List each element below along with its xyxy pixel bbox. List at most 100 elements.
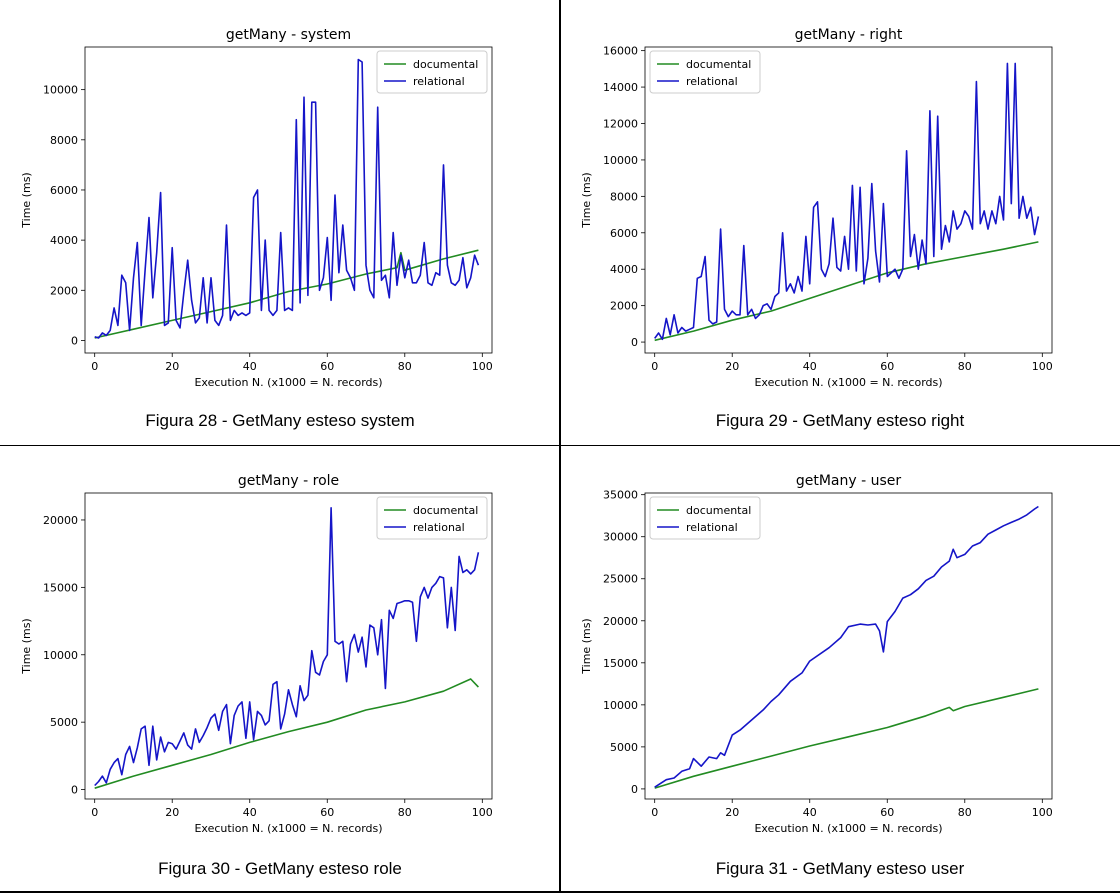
chart-right: getMany - right 0 20 40 60 80 100 0 2000 4000 6000… — [580, 27, 1053, 389]
x-tick-label: 80 — [958, 360, 972, 373]
x-tick-label: 100 — [472, 360, 493, 373]
figure-caption: Figura 31 - GetMany esteso user — [715, 859, 965, 878]
x-axis-label: Execution N. (x1000 = N. records) — [194, 822, 382, 835]
chart-role: getMany - role 0 20 40 60 80 100 0 5000 10000 1500… — [20, 473, 493, 835]
legend-label-documental: documental — [413, 58, 478, 71]
x-tick-label: 60 — [880, 806, 894, 819]
vertical-divider — [559, 0, 561, 893]
y-tick-label: 8000 — [50, 134, 78, 147]
y-tick-label: 12000 — [603, 118, 638, 131]
chart-panel-system: getMany - system 0 20 40 60 80 100 0 2000 4000 600… — [0, 0, 560, 446]
legend: documental relational — [649, 50, 761, 94]
chart-title: getMany - user — [796, 473, 902, 489]
y-tick-label: 35000 — [603, 489, 638, 502]
plot-frame — [644, 492, 1053, 800]
x-tick-label: 100 — [472, 806, 493, 819]
y-axis-label: Time (ms) — [580, 172, 593, 228]
figure-caption: Figura 29 - GetMany esteso right — [715, 411, 965, 430]
y-tick-label: 6000 — [610, 227, 638, 240]
series-line-documental — [94, 678, 479, 789]
y-tick-label: 10000 — [43, 84, 78, 97]
y-tick-label: 0 — [71, 784, 78, 797]
y-tick-label: 6000 — [50, 184, 78, 197]
x-tick-label: 20 — [165, 360, 179, 373]
series-line-documental — [654, 241, 1039, 342]
x-tick-label: 80 — [958, 806, 972, 819]
x-tick-label: 80 — [398, 806, 412, 819]
bottom-border — [0, 891, 1120, 893]
y-tick-label: 10000 — [43, 649, 78, 662]
x-tick-label: 60 — [320, 806, 334, 819]
chart-panel-user: getMany - user 0 20 40 60 80 100 0 5000 10000 1500… — [560, 446, 1120, 892]
legend: documental relational — [376, 50, 488, 94]
y-axis-label: Time (ms) — [580, 618, 593, 674]
x-axis-label: Execution N. (x1000 = N. records) — [754, 376, 942, 389]
plot-frame — [84, 46, 493, 354]
y-tick-label: 20000 — [43, 514, 78, 527]
y-tick-label: 0 — [631, 336, 638, 349]
legend-label-documental: documental — [413, 504, 478, 517]
horizontal-divider — [0, 445, 1120, 446]
y-tick-label: 2000 — [610, 300, 638, 313]
figure-caption: Figura 28 - GetMany esteso system — [145, 411, 415, 430]
x-tick-label: 80 — [398, 360, 412, 373]
y-tick-label: 30000 — [603, 531, 638, 544]
chart-title: getMany - system — [226, 27, 351, 43]
y-axis-label: Time (ms) — [20, 618, 33, 674]
y-tick-label: 20000 — [603, 615, 638, 628]
series-line-relational — [654, 505, 1039, 788]
chart-panel-role: getMany - role 0 20 40 60 80 100 0 5000 10000 1500… — [0, 446, 560, 892]
legend-box — [649, 50, 761, 94]
series-line-relational — [94, 506, 480, 787]
series-line-documental — [654, 688, 1039, 789]
y-tick-label: 2000 — [50, 284, 78, 297]
legend-label-documental: documental — [686, 504, 751, 517]
legend-label-relational: relational — [686, 75, 738, 88]
chart-user: getMany - user 0 20 40 60 80 100 0 5000 10000 1500… — [580, 473, 1053, 835]
series-line-relational — [94, 58, 480, 339]
y-tick-label: 15000 — [43, 581, 78, 594]
y-tick-label: 5000 — [610, 741, 638, 754]
x-tick-label: 0 — [651, 806, 658, 819]
x-tick-label: 40 — [803, 360, 817, 373]
legend-box — [376, 50, 488, 94]
x-tick-label: 0 — [91, 360, 98, 373]
legend-label-relational: relational — [686, 521, 738, 534]
y-tick-label: 10000 — [603, 699, 638, 712]
plot-frame — [84, 492, 493, 800]
x-tick-label: 60 — [880, 360, 894, 373]
legend-label-relational: relational — [413, 75, 465, 88]
series-line-documental — [94, 249, 479, 339]
legend-label-relational: relational — [413, 521, 465, 534]
y-tick-label: 4000 — [610, 263, 638, 276]
x-tick-label: 40 — [243, 806, 257, 819]
y-tick-label: 14000 — [603, 81, 638, 94]
x-tick-label: 40 — [243, 360, 257, 373]
x-tick-label: 20 — [725, 360, 739, 373]
y-tick-label: 25000 — [603, 573, 638, 586]
y-tick-label: 4000 — [50, 234, 78, 247]
x-tick-label: 0 — [651, 360, 658, 373]
figure-caption: Figura 30 - GetMany esteso role — [158, 859, 402, 878]
y-tick-label: 8000 — [610, 190, 638, 203]
y-axis-label: Time (ms) — [20, 172, 33, 228]
y-tick-label: 0 — [631, 783, 638, 796]
plot-frame — [644, 46, 1053, 354]
x-tick-label: 40 — [803, 806, 817, 819]
x-tick-label: 0 — [91, 806, 98, 819]
y-tick-label: 10000 — [603, 154, 638, 167]
legend-box — [649, 496, 761, 540]
y-tick-label: 0 — [71, 334, 78, 347]
x-tick-label: 100 — [1032, 806, 1053, 819]
legend-label-documental: documental — [686, 58, 751, 71]
x-tick-label: 60 — [320, 360, 334, 373]
legend: documental relational — [376, 496, 488, 540]
x-axis-label: Execution N. (x1000 = N. records) — [194, 376, 382, 389]
x-tick-label: 20 — [165, 806, 179, 819]
y-tick-label: 16000 — [603, 45, 638, 58]
chart-title: getMany - role — [238, 473, 339, 489]
chart-panel-right: getMany - right 0 20 40 60 80 100 0 2000 4000 6000… — [560, 0, 1120, 446]
y-tick-label: 15000 — [603, 657, 638, 670]
series-line-relational — [654, 62, 1040, 341]
x-axis-label: Execution N. (x1000 = N. records) — [754, 822, 942, 835]
